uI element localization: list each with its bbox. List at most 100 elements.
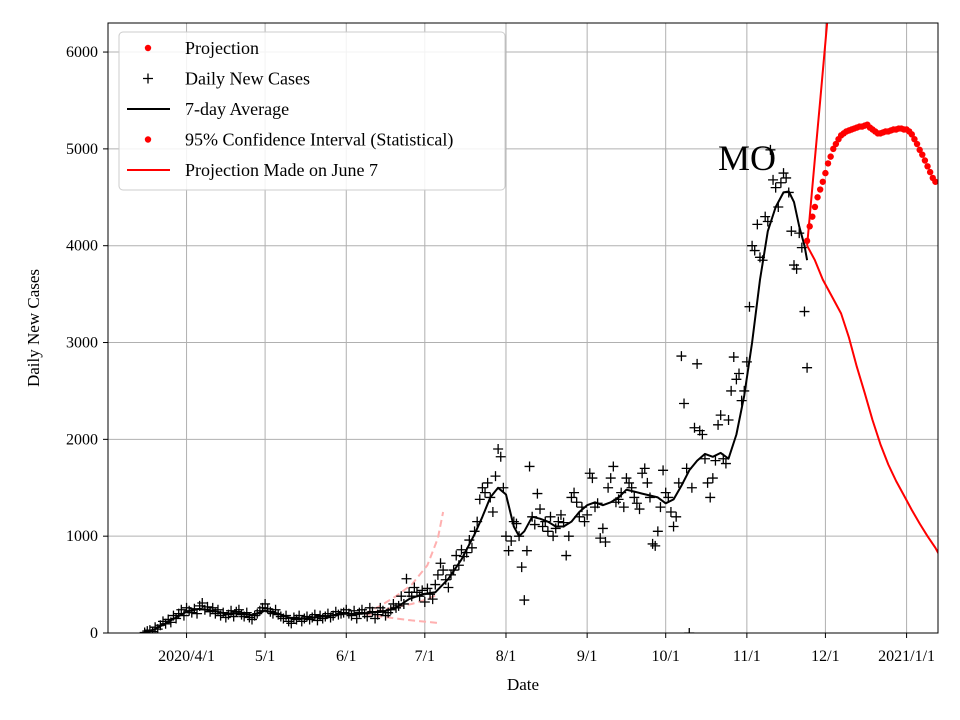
projection-point bbox=[830, 145, 837, 153]
data-point bbox=[631, 498, 642, 509]
data-point bbox=[705, 492, 716, 503]
y-tick-label: 4000 bbox=[66, 238, 98, 255]
data-point bbox=[422, 583, 433, 594]
legend-label: Daily New Cases bbox=[185, 69, 310, 89]
projection-point bbox=[832, 140, 840, 148]
x-axis-label: Date bbox=[507, 675, 539, 694]
series-1 bbox=[144, 190, 809, 633]
legend-item: Projection bbox=[144, 38, 259, 58]
data-point bbox=[487, 506, 498, 517]
data-point bbox=[676, 351, 687, 362]
data-point bbox=[624, 477, 635, 488]
data-point bbox=[655, 502, 666, 513]
data-point bbox=[723, 414, 734, 425]
data-point bbox=[642, 477, 653, 488]
data-point bbox=[731, 374, 742, 385]
projection-point bbox=[822, 169, 829, 177]
x-tick-label: 5/1 bbox=[255, 648, 275, 665]
projection-point bbox=[932, 178, 938, 185]
x-tick-label: 2021/1/1 bbox=[878, 648, 935, 665]
projection-point bbox=[816, 186, 824, 193]
data-point bbox=[550, 523, 561, 534]
data-point bbox=[304, 614, 315, 625]
data-point bbox=[652, 526, 663, 537]
projection-point bbox=[924, 163, 931, 170]
data-point bbox=[477, 482, 488, 493]
data-point bbox=[553, 516, 564, 527]
projection-point bbox=[911, 135, 918, 143]
data-point bbox=[346, 610, 357, 621]
data-point bbox=[608, 461, 619, 472]
data-point bbox=[325, 612, 336, 623]
data-point bbox=[561, 550, 572, 561]
data-point bbox=[212, 604, 223, 615]
y-tick-label: 0 bbox=[90, 625, 98, 642]
x-tick-label: 12/1 bbox=[811, 648, 839, 665]
data-point bbox=[495, 451, 506, 462]
data-point bbox=[744, 301, 755, 312]
data-point bbox=[519, 595, 530, 606]
data-point bbox=[595, 533, 606, 544]
data-point bbox=[521, 545, 532, 556]
data-point bbox=[584, 468, 595, 479]
data-point bbox=[555, 509, 566, 520]
data-point bbox=[548, 531, 559, 542]
projection-point bbox=[919, 151, 926, 158]
legend-label: 7-day Average bbox=[185, 99, 289, 119]
data-point bbox=[537, 521, 548, 532]
data-point bbox=[692, 358, 703, 369]
y-axis-label: Daily New Cases bbox=[24, 269, 43, 387]
data-point bbox=[241, 607, 252, 618]
data-point bbox=[720, 458, 731, 469]
legend-marker bbox=[144, 44, 152, 52]
data-point bbox=[419, 597, 430, 608]
data-point bbox=[427, 594, 438, 605]
data-point bbox=[697, 429, 708, 440]
plot-frame bbox=[107, 22, 939, 634]
data-point bbox=[440, 574, 451, 585]
data-point bbox=[660, 487, 671, 498]
data-point bbox=[647, 538, 658, 549]
legend-item: Daily New Cases bbox=[143, 69, 310, 89]
data-point bbox=[597, 523, 608, 534]
projection-point bbox=[827, 153, 834, 160]
data-point bbox=[760, 211, 771, 222]
legend-label: 95% Confidence Interval (Statistical) bbox=[185, 130, 453, 151]
data-point bbox=[563, 531, 574, 542]
data-point bbox=[713, 419, 724, 430]
projection-point bbox=[913, 140, 921, 148]
data-point bbox=[532, 488, 543, 499]
data-point bbox=[566, 492, 577, 503]
data-point bbox=[438, 565, 449, 576]
data-point bbox=[715, 410, 726, 421]
projection-point bbox=[916, 146, 923, 154]
legend-item: Projection Made on June 7 bbox=[127, 160, 378, 180]
x-tick-label: 7/1 bbox=[415, 648, 435, 665]
series-line bbox=[144, 190, 809, 633]
data-point bbox=[542, 526, 553, 537]
data-point bbox=[503, 545, 514, 556]
data-point bbox=[726, 385, 737, 396]
data-point bbox=[765, 144, 776, 155]
projection-point bbox=[809, 213, 816, 220]
data-point bbox=[629, 492, 640, 503]
data-point bbox=[775, 177, 786, 188]
data-point bbox=[435, 558, 446, 569]
y-tick-label: 2000 bbox=[66, 431, 98, 448]
data-point bbox=[686, 482, 697, 493]
projection-point bbox=[921, 157, 929, 164]
data-point bbox=[569, 487, 580, 498]
state-annotation: MO bbox=[718, 138, 776, 178]
data-point bbox=[401, 573, 412, 584]
projection-point bbox=[811, 203, 819, 211]
data-point bbox=[587, 473, 598, 484]
data-point bbox=[702, 477, 713, 488]
series-3 bbox=[806, 23, 829, 246]
data-point bbox=[658, 465, 669, 476]
x-tick-label: 10/1 bbox=[651, 648, 679, 665]
data-point bbox=[734, 368, 745, 379]
data-point bbox=[710, 455, 721, 466]
data-point bbox=[781, 172, 792, 183]
data-point bbox=[535, 504, 546, 515]
